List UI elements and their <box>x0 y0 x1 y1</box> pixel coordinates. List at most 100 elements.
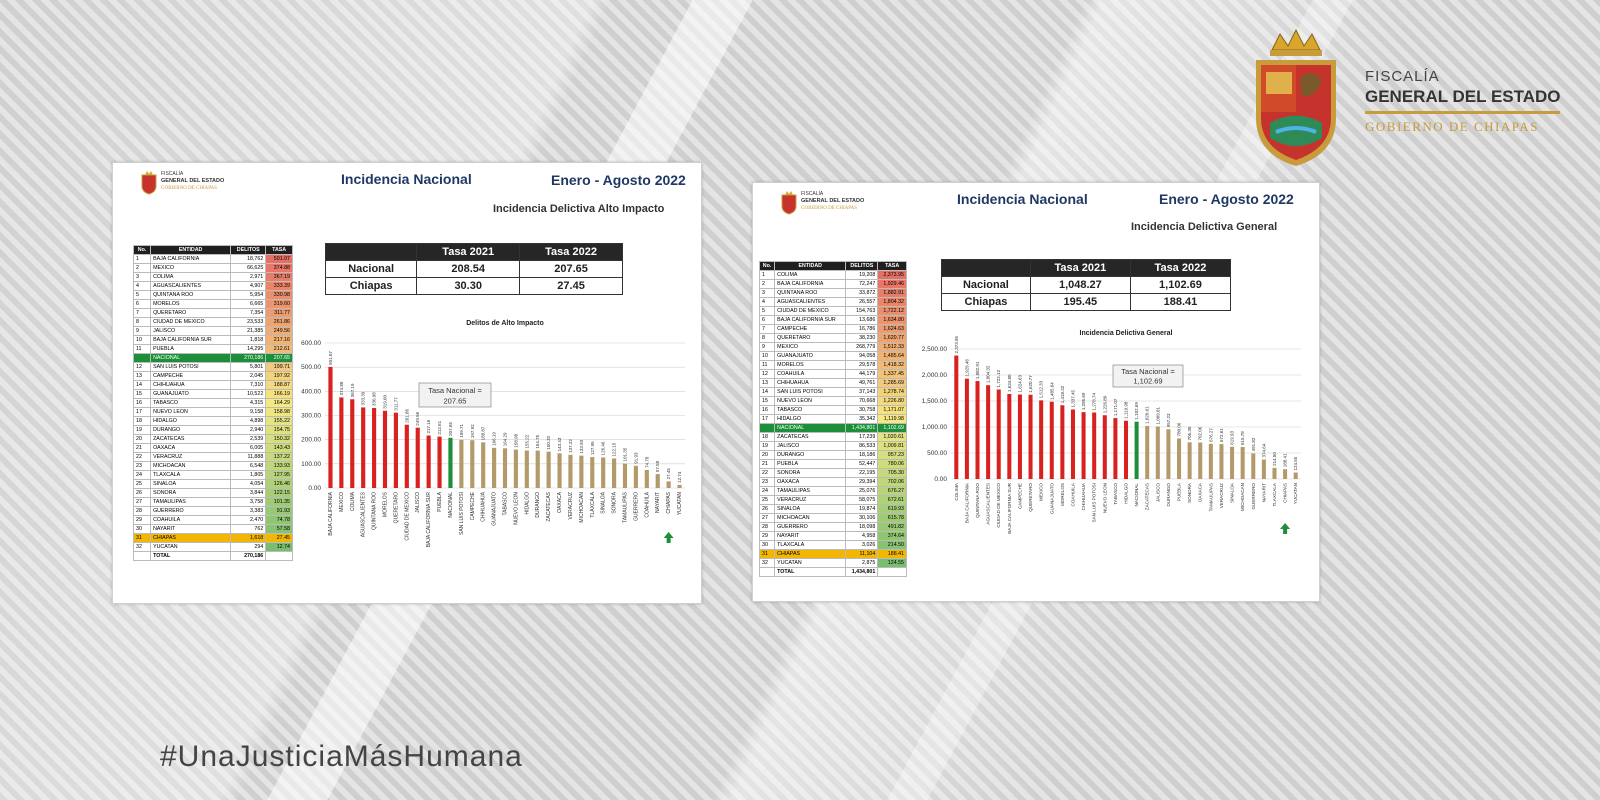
bar <box>1007 393 1012 479</box>
table-cell <box>877 567 907 577</box>
table-cell: 28 <box>132 506 152 516</box>
rate-cell: 1,102.69 <box>1129 276 1232 294</box>
bar <box>1251 453 1256 479</box>
bar-data-label: 127.95 <box>590 441 595 455</box>
table-cell: 22,195 <box>845 468 879 478</box>
table-cell: CIUDAD DE MEXICO <box>774 306 847 316</box>
rate-header-2: Tasa 2022 <box>519 243 623 261</box>
bar-data-label: 1,722.12 <box>996 369 1001 387</box>
table-cell: 57.58 <box>265 524 293 534</box>
bar-data-label: 1,278.74 <box>1092 392 1097 410</box>
table-cell: 74.78 <box>265 515 293 525</box>
table-cell: HIDALGO <box>774 414 847 424</box>
table-cell <box>132 551 152 561</box>
x-tick-label: PUEBLA <box>1177 482 1182 501</box>
bar <box>470 440 475 488</box>
bar <box>622 463 628 488</box>
table-cell: COAHUILA <box>774 369 847 379</box>
table-cell: 25,076 <box>845 486 879 496</box>
table-cell: TOTAL <box>774 567 847 577</box>
table-cell: 31 <box>132 533 152 543</box>
panel-subtitle: Incidencia Delictiva Alto Impacto <box>493 203 665 215</box>
x-tick-label: AGUASCALIENTES <box>361 491 367 537</box>
table-cell: 30,758 <box>845 405 879 415</box>
panel-logo-l2: GENERAL DEL ESTADO <box>801 198 865 204</box>
table-row: 26 SINALOA 19,874 619.93 <box>758 504 907 514</box>
bar <box>1081 412 1086 479</box>
table-row: 24 TLAXCALA 1,805 127.95 <box>132 470 293 480</box>
bar-data-label: 1,804.32 <box>986 365 991 383</box>
table-cell: 30,106 <box>845 513 879 523</box>
y-tick-label: 1,000.00 <box>922 424 948 431</box>
table-row: 18 HIDALGO 4,898 155.22 <box>132 416 293 426</box>
table-cell: 19,874 <box>845 504 879 514</box>
table-cell: 19,208 <box>845 270 879 280</box>
bar-data-label: 957.23 <box>1166 413 1171 427</box>
annotation-box <box>1112 364 1184 388</box>
bar <box>644 469 649 488</box>
table-cell: 4 <box>758 297 776 307</box>
table-cell: 52,447 <box>845 459 879 469</box>
x-tick-label: BAJA CALIFORNIA SUR <box>1007 482 1012 533</box>
y-tick-label: 200.00 <box>301 437 321 444</box>
table-cell: 31 <box>758 549 776 559</box>
table-cell: 16,786 <box>845 324 879 334</box>
bar-data-label: 122.15 <box>612 442 617 456</box>
table-cell: 23,533 <box>230 317 267 327</box>
table-cell: DURANGO <box>774 450 847 460</box>
bar-data-label: 319.60 <box>383 395 388 409</box>
bar <box>448 437 453 488</box>
table-cell: 17,239 <box>845 432 879 442</box>
table-cell: TABASCO <box>774 405 847 415</box>
table-cell: 6 <box>132 299 152 309</box>
bar-data-label: 1,620.77 <box>1028 375 1033 393</box>
table-cell: 270,186 <box>230 353 267 363</box>
x-tick-label: COLIMA <box>350 491 356 511</box>
x-tick-label: TAMAULIPAS <box>1208 483 1213 511</box>
table-cell: 1,804.32 <box>877 297 907 307</box>
x-tick-label: QUINTANA ROO <box>975 483 980 518</box>
x-tick-label: CHIAPAS <box>1283 483 1288 503</box>
table-row: 2 BAJA CALIFORNIA 72,247 1,929.46 <box>758 279 907 289</box>
table-cell: 94,058 <box>845 351 879 361</box>
rate-cell: 195.45 <box>1029 293 1131 311</box>
table-cell: 6,665 <box>230 299 267 309</box>
table-cell: OAXACA <box>150 443 232 453</box>
table-cell: 49,761 <box>845 378 879 388</box>
table-cell: 18,186 <box>845 450 879 460</box>
bar <box>437 436 442 488</box>
bar <box>1070 409 1075 479</box>
table-row: 13 CAMPECHE 2,045 197.92 <box>132 371 293 381</box>
table-cell: QUINTANA ROO <box>774 288 847 298</box>
rate-cell: Chiapas <box>941 293 1031 311</box>
table-cell: PUEBLA <box>150 344 232 354</box>
x-tick-label: CIUDAD DE MEXICO <box>996 483 1001 528</box>
coat-of-arms-icon <box>781 191 797 215</box>
table-total-row: TOTAL 1,434,801 <box>758 567 907 577</box>
table-cell: QUINTANA ROO <box>150 290 232 300</box>
bar-data-label: 166.19 <box>492 432 497 446</box>
table-cell: DURANGO <box>150 425 232 435</box>
bar-data-label: 1,624.63 <box>1017 375 1022 393</box>
x-tick-label: AGUASCALIENTES <box>986 483 991 525</box>
panel-logo-l3: GOBIERNO DE CHIAPAS <box>161 186 217 191</box>
x-tick-label: MORELOS <box>1060 483 1065 506</box>
bar <box>1060 405 1065 479</box>
table-cell: 1,618 <box>230 533 267 543</box>
table-cell: 29,394 <box>845 477 879 487</box>
table-row: 18 ZACATECAS 17,239 1,020.61 <box>758 432 907 442</box>
table-row: 15 GUANAJUATO 10,522 166.19 <box>132 389 293 399</box>
table-cell: 127.95 <box>265 470 293 480</box>
table-cell: 3 <box>758 288 776 298</box>
table-cell: 23 <box>758 477 776 487</box>
table-cell: 11,104 <box>845 549 879 559</box>
chart-general: Incidencia Delictiva General 0.00 500.00 1,… <box>922 330 1301 534</box>
x-tick-label: GUANAJUATO <box>1049 483 1054 514</box>
x-tick-label: VERACRUZ <box>568 492 574 520</box>
up-arrow-icon <box>1280 523 1291 534</box>
table-cell: SINALOA <box>774 504 847 514</box>
rate-table: Tasa 2021 Tasa 2022 Nacional 1,048.27 1,102… <box>941 259 1232 311</box>
table-row: 9 MEXICO 268,779 1,512.33 <box>758 342 907 352</box>
bar <box>546 451 551 488</box>
bar-data-label: 491.82 <box>1251 437 1256 451</box>
